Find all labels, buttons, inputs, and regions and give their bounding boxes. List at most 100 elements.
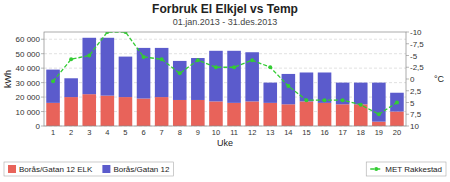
- y2-tick: [406, 67, 409, 68]
- chart: Forbruk El Elkjel vs Temp01.jan.2013 - 3…: [0, 0, 450, 182]
- bar: [209, 101, 223, 126]
- point: [196, 58, 200, 62]
- x-tick-label: 10: [212, 128, 220, 137]
- y-tick-label: 30 000: [16, 79, 41, 88]
- y2-tick: [406, 43, 409, 44]
- grid-line: [44, 82, 406, 83]
- point: [304, 98, 308, 102]
- point: [69, 57, 73, 61]
- y2-tick: [406, 55, 409, 56]
- point: [232, 65, 236, 69]
- y-tick-label: 10 000: [16, 108, 41, 117]
- legend-swatch: [102, 165, 110, 173]
- legend-frame: [366, 162, 446, 176]
- legend-swatch: [8, 165, 16, 173]
- point: [51, 79, 55, 83]
- y2-tick-label: -2,5: [410, 63, 424, 72]
- y2-tick-label: -5: [410, 52, 418, 61]
- y2-tick-label: 5: [410, 99, 415, 108]
- bar: [300, 101, 314, 126]
- x-tick-label: 8: [178, 128, 182, 137]
- bar: [101, 96, 115, 126]
- bar: [318, 103, 332, 126]
- bar: [173, 61, 187, 100]
- bar: [64, 97, 78, 126]
- legend-label: Borås/Gatan 12: [113, 165, 170, 174]
- x-tick-label: 19: [375, 128, 383, 137]
- plot-area: [44, 32, 406, 126]
- bar: [227, 51, 241, 103]
- y-tick: [41, 68, 44, 69]
- x-tick-label: 6: [141, 128, 145, 137]
- bar: [390, 112, 404, 126]
- bar: [82, 94, 96, 126]
- x-tick-label: 11: [230, 128, 238, 137]
- x-tick-label: 5: [123, 128, 127, 137]
- legend-swatch: [374, 167, 378, 171]
- y-tick-label: 50 000: [16, 50, 41, 59]
- x-tick-label: 1: [51, 128, 55, 137]
- x-tick-label: 4: [105, 128, 109, 137]
- y-tick: [41, 126, 44, 127]
- point: [341, 98, 345, 102]
- bar: [245, 101, 259, 126]
- marks: [46, 32, 403, 126]
- point: [359, 103, 363, 107]
- y-tick: [41, 111, 44, 112]
- y2-tick-label: 7,5: [410, 110, 422, 119]
- bar: [372, 83, 386, 122]
- point: [286, 84, 290, 88]
- y2-tick: [406, 126, 409, 127]
- bar: [155, 48, 169, 97]
- point: [395, 101, 399, 105]
- y-tick-label: 0: [36, 122, 41, 131]
- bar: [173, 100, 187, 126]
- x-tick-label: 9: [196, 128, 200, 137]
- y-tick-label: 40 000: [16, 64, 41, 73]
- point: [160, 57, 164, 61]
- bar: [354, 83, 368, 105]
- legend: Borås/Gatan 12 ELKBorås/Gatan 12: [4, 162, 173, 176]
- y-axis-label: kWh: [3, 70, 13, 88]
- y2-tick-label: 0: [410, 75, 415, 84]
- y2-axis-label: °C: [434, 74, 445, 84]
- bar: [263, 83, 277, 103]
- point: [250, 58, 254, 62]
- legend-frame: [4, 162, 173, 176]
- x-axis-label: Uke: [217, 138, 233, 148]
- x-tick-label: 12: [248, 128, 256, 137]
- y2-tick-label: -10: [410, 28, 422, 37]
- bar: [137, 99, 151, 126]
- y2-tick: [406, 90, 409, 91]
- point: [214, 65, 218, 69]
- bar: [101, 38, 115, 96]
- bar: [263, 103, 277, 126]
- point: [87, 54, 91, 58]
- bar: [282, 104, 296, 126]
- y-tick-label: 60 000: [16, 35, 41, 44]
- grid-line: [44, 111, 406, 112]
- y2-tick-label: 2,5: [410, 87, 422, 96]
- title: Forbruk El Elkjel vs Temp: [152, 2, 298, 16]
- plot-frame: [44, 32, 406, 126]
- y2-tick: [406, 114, 409, 115]
- x-tick-label: 2: [69, 128, 73, 137]
- y-tick: [41, 82, 44, 83]
- y-tick: [41, 39, 44, 40]
- bar: [191, 100, 205, 126]
- point: [268, 65, 272, 69]
- line: [53, 32, 397, 114]
- y-tick: [41, 53, 44, 54]
- x-tick-label: 16: [320, 128, 328, 137]
- bar: [64, 78, 78, 97]
- point: [178, 71, 182, 75]
- x-tick-label: 18: [357, 128, 365, 137]
- x-tick-label: 15: [302, 128, 310, 137]
- bar: [46, 103, 60, 126]
- y2-tick: [406, 102, 409, 103]
- bar: [336, 104, 350, 126]
- y-tick-label: 20 000: [16, 93, 41, 102]
- bar: [209, 51, 223, 102]
- legend-label: MET Rakkestad: [385, 165, 442, 174]
- grid-line: [44, 39, 406, 40]
